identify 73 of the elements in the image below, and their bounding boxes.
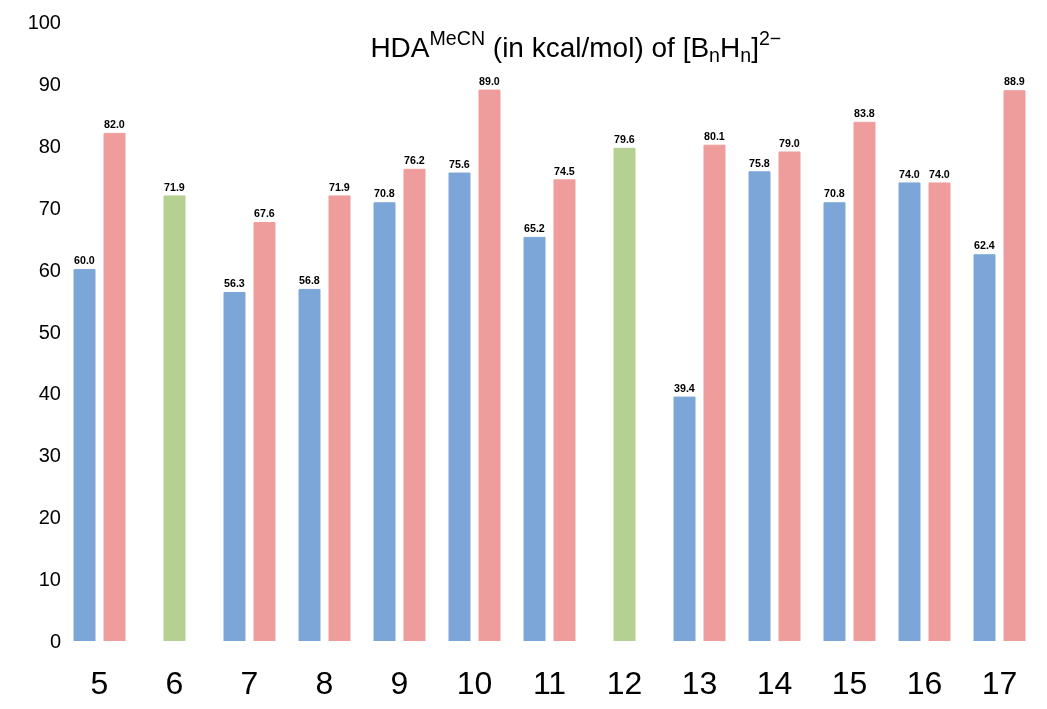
y-tick-label: 100 <box>27 11 61 33</box>
x-tick-label: 16 <box>906 665 943 702</box>
x-tick-label: 14 <box>756 665 793 702</box>
data-label: 75.6 <box>449 157 470 170</box>
data-label: 70.8 <box>824 187 845 200</box>
data-label: 76.2 <box>404 154 425 167</box>
y-tick-label: 0 <box>49 630 61 652</box>
data-label: 83.8 <box>854 106 875 119</box>
y-tick-label: 10 <box>38 568 61 591</box>
x-tick-label: 11 <box>532 665 567 702</box>
bar <box>553 179 576 641</box>
bar <box>373 202 396 641</box>
y-tick-label: 60 <box>38 258 61 281</box>
data-label: 71.9 <box>329 180 350 193</box>
x-tick-label: 6 <box>165 665 184 702</box>
data-label: 39.4 <box>674 381 695 394</box>
bar <box>328 195 351 641</box>
x-tick-label: 9 <box>390 665 409 702</box>
bar <box>898 182 921 641</box>
bar <box>253 222 276 641</box>
x-tick-label: 13 <box>681 665 718 702</box>
bar <box>973 254 996 641</box>
bar <box>163 195 186 641</box>
data-label: 75.8 <box>749 156 770 169</box>
data-label: 82.0 <box>104 118 125 131</box>
x-tick-label: 10 <box>456 665 493 702</box>
bar <box>853 121 876 641</box>
x-tick-label: 17 <box>981 665 1018 702</box>
chart-title: HDA$^{MeCN}$ (in kcal/mol) of [B$_{n}$H$_{n}$]$^{2−}$ <box>370 26 782 67</box>
bar <box>778 151 801 641</box>
bar <box>103 132 126 641</box>
y-tick-label: 20 <box>38 506 61 529</box>
x-tick-label: 12 <box>606 665 643 702</box>
data-label: 60.0 <box>74 254 95 267</box>
x-tick-label: 8 <box>315 665 334 702</box>
y-tick-label: 30 <box>38 444 61 467</box>
data-label: 56.8 <box>299 274 320 287</box>
y-tick-label: 70 <box>38 196 61 219</box>
y-tick-label: 90 <box>38 72 61 95</box>
y-tick-label: 40 <box>38 382 61 405</box>
bar <box>448 172 471 641</box>
data-label: 67.6 <box>254 207 275 220</box>
y-tick-label: 80 <box>38 134 61 157</box>
bar <box>703 144 726 641</box>
bar <box>748 171 771 641</box>
data-label: 74.5 <box>554 164 575 177</box>
data-label: 80.1 <box>704 129 725 142</box>
bar <box>403 168 426 641</box>
x-tick-label: 7 <box>240 665 259 702</box>
data-label: 89.0 <box>479 74 500 87</box>
bar <box>523 236 546 641</box>
x-tick-label: 15 <box>831 665 868 702</box>
x-tick-label: 5 <box>90 665 109 702</box>
bar <box>478 89 501 641</box>
bar <box>223 292 246 641</box>
data-label: 88.9 <box>1004 75 1025 88</box>
bar <box>1003 90 1026 641</box>
bar <box>298 288 321 641</box>
bar <box>613 147 636 641</box>
bar <box>73 269 96 641</box>
bar <box>928 182 951 641</box>
data-label: 79.6 <box>614 132 635 145</box>
data-label: 71.9 <box>164 180 185 193</box>
bar <box>823 202 846 641</box>
y-tick-label: 50 <box>38 320 61 343</box>
data-label: 70.8 <box>374 187 395 200</box>
data-label: 74.0 <box>929 167 950 180</box>
bar <box>673 396 696 641</box>
data-label: 74.0 <box>899 167 920 180</box>
data-label: 65.2 <box>524 222 545 235</box>
data-label: 62.4 <box>974 239 995 252</box>
data-label: 56.3 <box>224 277 245 290</box>
data-label: 79.0 <box>779 136 800 149</box>
